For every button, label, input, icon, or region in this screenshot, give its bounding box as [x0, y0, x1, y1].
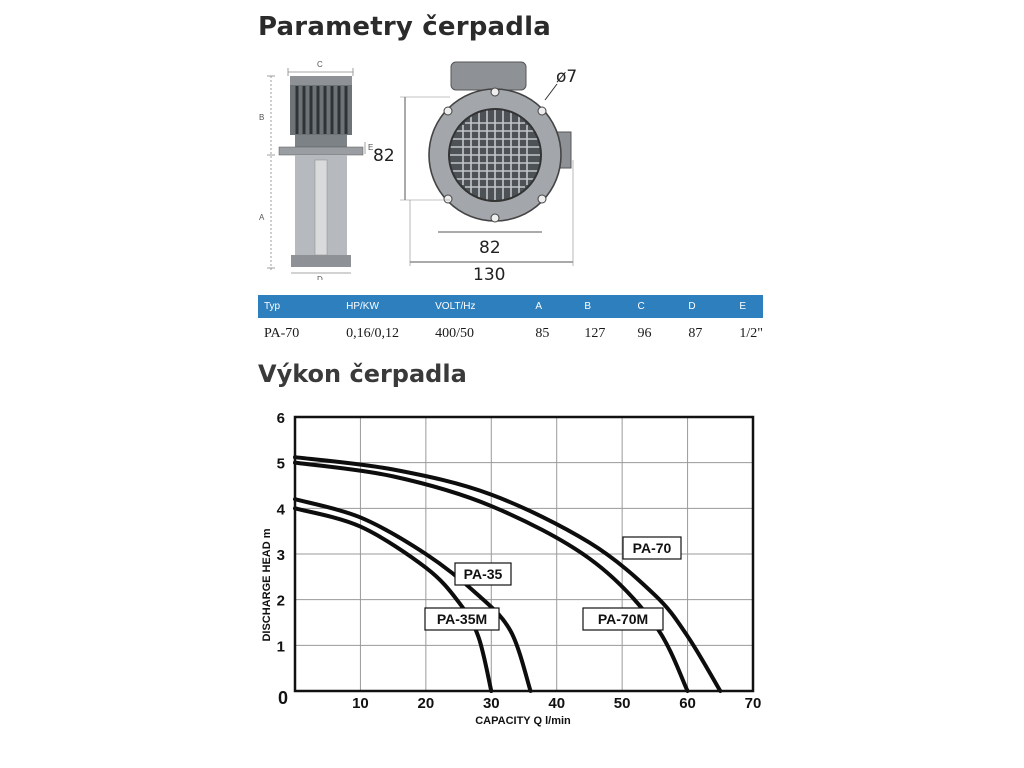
dim-b-label: B [259, 113, 264, 122]
dim-e-label: E [368, 143, 373, 152]
cell-d: 87 [688, 326, 703, 341]
y-tick-label: 3 [277, 547, 285, 564]
cooling-fins [295, 86, 348, 134]
cell-typ: PA-70 [264, 326, 300, 341]
dim-a-label: A [259, 213, 265, 222]
page-title: Parametry čerpadla [258, 12, 551, 42]
y-tick-label: 5 [277, 456, 285, 473]
cell-b: 127 [584, 326, 606, 341]
inner-width-dim-label: 82 [479, 238, 501, 258]
series-label-text: PA-35 [464, 566, 503, 582]
x-tick-label: 30 [483, 695, 500, 712]
pump-side-view: C B A E D [259, 60, 373, 280]
plot-frame [293, 415, 755, 693]
chart-ticks: 0 10 20 30 40 50 60 70 1 2 3 4 5 6 [277, 410, 762, 712]
pump-spec-table: Typ HP/KW VOLT/Hz A B C D E PA-70 0,16/0… [258, 295, 763, 342]
curve-pa-35 [293, 497, 533, 693]
header-e: E [733, 295, 763, 318]
x-tick-label: 0 [278, 688, 288, 708]
y-tick-label: 6 [277, 410, 285, 427]
header-hp-kw: HP/KW [340, 295, 430, 318]
chart-grid [295, 417, 753, 691]
header-c: C [631, 295, 683, 318]
x-tick-label: 40 [548, 695, 565, 712]
fan-grille [449, 109, 541, 201]
x-tick-label: 10 [352, 695, 369, 712]
table-row: PA-70 0,16/0,12 400/50 85 127 96 87 1/2" [258, 318, 763, 342]
dim-d-label: D [317, 275, 323, 280]
cell-a: 85 [535, 326, 550, 341]
y-tick-label: 2 [277, 593, 285, 610]
cell-e: 1/2" [739, 326, 763, 341]
dim-c-label: C [317, 60, 323, 69]
cell-c: 96 [637, 326, 652, 341]
y-tick-label: 1 [277, 638, 285, 655]
cell-volt-hz: 400/50 [435, 326, 475, 341]
y-axis-label: DISCHARGE HEAD m [261, 528, 273, 641]
cell-hp-kw: 0,16/0,12 [346, 326, 400, 341]
header-a: A [529, 295, 579, 318]
height-dim-label: 82 [373, 146, 395, 166]
series-label-box [622, 536, 682, 560]
header-volt-hz: VOLT/Hz [429, 295, 530, 318]
pump-front-view: ø7 82 82 130 [373, 61, 577, 280]
chart-series-labels: PA-35M PA-35 PA-70M PA-70 [424, 536, 682, 631]
curve-pa-35m [293, 506, 494, 693]
series-label-box [454, 562, 512, 586]
series-label-pa-70: PA-70 [622, 536, 682, 560]
chart-heading: Výkon čerpadla [258, 360, 467, 388]
outer-width-dim-label: 130 [473, 265, 505, 280]
x-tick-label: 20 [418, 695, 435, 712]
pump-dimension-drawings: C B A E D [259, 60, 577, 280]
series-label-box [424, 607, 500, 631]
series-label-text: PA-35M [437, 611, 487, 627]
x-tick-label: 50 [614, 695, 631, 712]
header-typ: Typ [258, 295, 341, 318]
x-tick-label: 60 [679, 695, 696, 712]
x-axis-label: CAPACITY Q l/min [475, 715, 571, 727]
series-label-text: PA-70 [633, 540, 672, 556]
y-tick-label: 4 [277, 501, 286, 518]
hole-diameter-label: ø7 [556, 67, 577, 87]
series-label-pa-70m: PA-70M [582, 607, 664, 631]
series-label-box [582, 607, 664, 631]
spec-table-header-row: Typ HP/KW VOLT/Hz A B C D E [258, 295, 763, 318]
series-label-text: PA-70M [598, 611, 648, 627]
series-label-pa-35m: PA-35M [424, 607, 500, 631]
header-d: D [682, 295, 734, 318]
x-tick-label: 70 [745, 695, 762, 712]
header-b: B [578, 295, 632, 318]
series-label-pa-35: PA-35 [454, 562, 512, 586]
curve-pa-70 [293, 455, 723, 693]
